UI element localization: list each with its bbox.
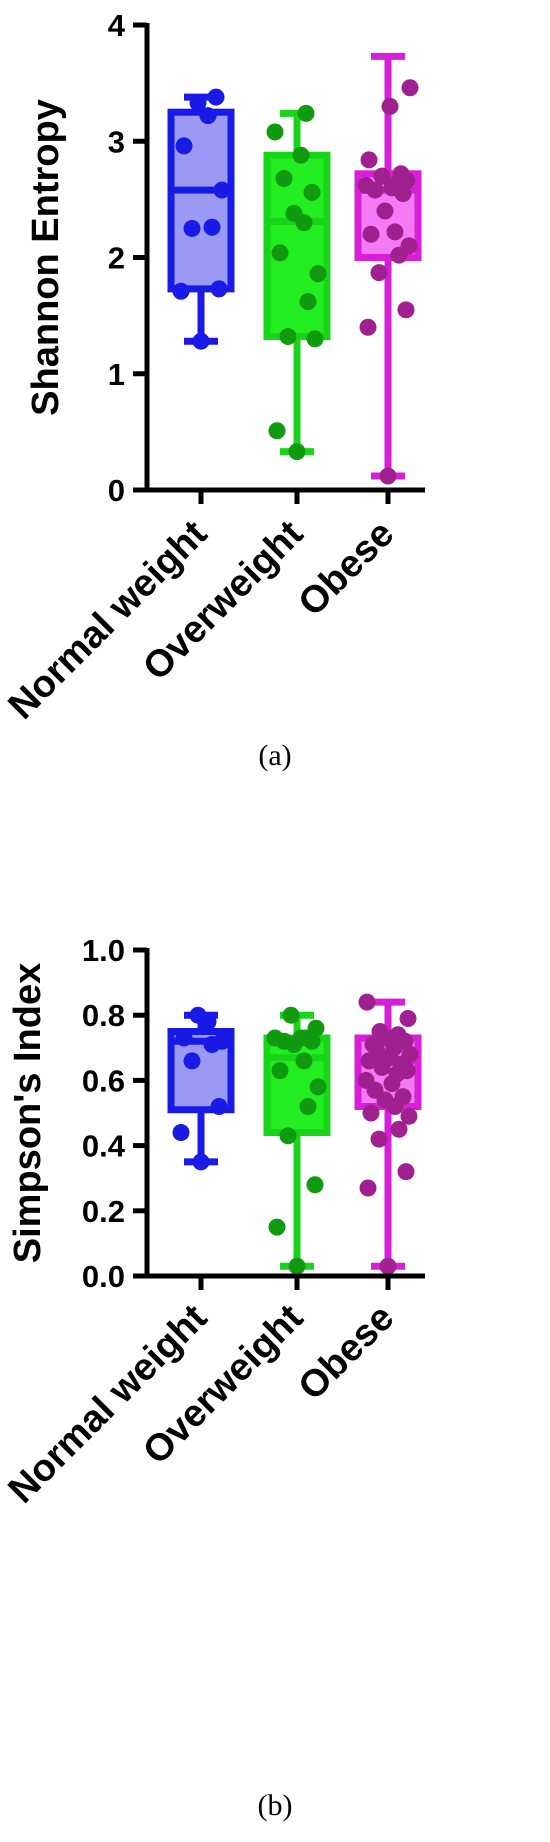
- data-point: [397, 301, 415, 319]
- panel-label: (a): [258, 739, 291, 772]
- data-point: [309, 265, 327, 283]
- data-point: [358, 993, 376, 1011]
- data-point: [389, 1026, 407, 1044]
- data-point: [400, 1107, 418, 1125]
- data-point: [397, 1163, 415, 1181]
- data-point: [371, 1023, 389, 1040]
- data-point: [359, 318, 377, 336]
- y-tick-label: 0.6: [82, 1063, 125, 1098]
- series-obese: [354, 993, 422, 1275]
- data-point: [199, 107, 217, 125]
- data-point: [189, 1006, 207, 1024]
- data-point: [275, 169, 293, 187]
- series-normal-weight: [167, 1006, 235, 1171]
- data-point: [381, 97, 399, 115]
- data-point: [357, 176, 375, 194]
- data-point: [192, 332, 210, 350]
- data-point: [268, 1218, 286, 1236]
- data-point: [357, 1071, 375, 1089]
- y-tick-label: 3: [108, 124, 125, 159]
- data-point: [392, 165, 410, 183]
- y-tick-label: 0.2: [82, 1194, 125, 1229]
- y-tick-label: 1.0: [82, 933, 125, 968]
- data-point: [175, 137, 193, 155]
- data-point: [386, 223, 404, 241]
- data-point: [172, 282, 190, 300]
- data-point: [401, 1045, 419, 1063]
- data-point: [295, 1052, 313, 1070]
- data-point: [266, 1029, 284, 1047]
- y-tick-label: 0.0: [82, 1259, 125, 1294]
- data-point: [297, 104, 315, 122]
- data-point: [370, 1130, 388, 1148]
- y-tick-label: 2: [108, 241, 125, 276]
- data-point: [359, 1179, 377, 1197]
- y-tick-label: 1: [108, 357, 125, 392]
- data-point: [390, 1120, 408, 1138]
- data-point: [400, 237, 418, 255]
- data-point: [268, 422, 286, 440]
- data-point: [285, 204, 303, 222]
- data-point: [172, 1124, 190, 1142]
- data-point: [362, 225, 380, 243]
- data-point: [210, 280, 228, 298]
- data-point: [282, 1006, 300, 1024]
- data-point: [364, 1036, 382, 1054]
- series-obese: [354, 52, 422, 485]
- data-point: [183, 1052, 201, 1070]
- data-point: [288, 443, 306, 461]
- data-point: [203, 218, 221, 236]
- data-point: [303, 183, 321, 201]
- y-axis-title: Simpson's Index: [7, 963, 49, 1263]
- data-point: [279, 328, 297, 346]
- y-axis-title: Shannon Entropy: [25, 99, 67, 416]
- data-point: [370, 264, 388, 282]
- data-point: [213, 1032, 231, 1050]
- data-point: [362, 1104, 380, 1122]
- data-point: [379, 1257, 397, 1275]
- y-tick-label: 0.4: [82, 1129, 126, 1164]
- data-point: [376, 202, 394, 220]
- y-tick-label: 4: [108, 8, 126, 43]
- data-point: [279, 1127, 297, 1145]
- data-point: [213, 181, 231, 199]
- data-point: [299, 1097, 317, 1115]
- y-tick-label: 0.8: [82, 998, 125, 1033]
- data-point: [189, 94, 207, 112]
- series-overweight: [263, 1006, 331, 1275]
- data-point: [306, 1176, 324, 1194]
- data-point: [175, 1029, 193, 1047]
- data-point: [266, 123, 284, 141]
- data-point: [401, 79, 419, 97]
- data-point: [399, 1009, 417, 1027]
- data-point: [183, 219, 201, 237]
- data-point: [271, 244, 289, 262]
- series-normal-weight: [167, 88, 235, 350]
- data-point: [373, 167, 391, 185]
- data-point: [192, 1153, 210, 1171]
- x-tick-label: Obese: [291, 513, 403, 625]
- data-point: [292, 146, 310, 164]
- data-point: [309, 1078, 327, 1096]
- panel-label: (b): [258, 1789, 293, 1822]
- data-point: [271, 1062, 289, 1080]
- data-point: [210, 1097, 228, 1115]
- data-point: [288, 1257, 306, 1275]
- data-point: [207, 88, 225, 106]
- data-point: [394, 1088, 412, 1106]
- data-point: [299, 293, 317, 311]
- series-overweight: [263, 104, 331, 461]
- data-point: [306, 330, 324, 348]
- y-tick-label: 0: [108, 473, 125, 508]
- data-point: [307, 1019, 325, 1037]
- data-point: [360, 151, 378, 169]
- data-point: [379, 467, 397, 485]
- x-tick-label: Obese: [291, 1297, 403, 1409]
